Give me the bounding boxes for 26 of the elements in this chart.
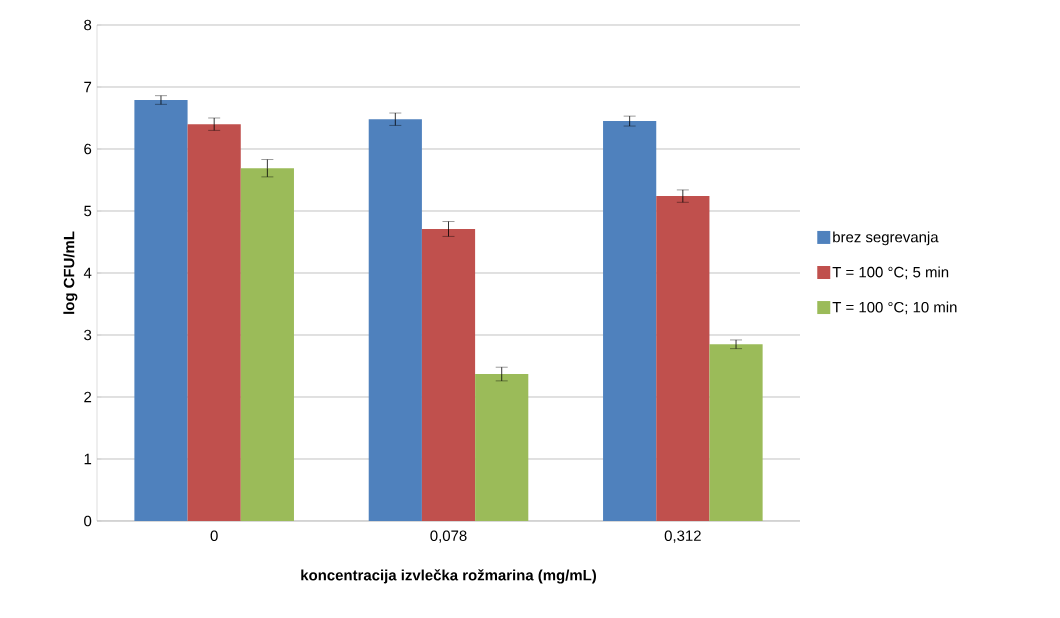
bar xyxy=(421,228,476,521)
bar xyxy=(187,124,241,521)
bar xyxy=(709,344,763,521)
y-tick-label: 1 xyxy=(84,453,92,465)
bar xyxy=(656,196,710,521)
y-tick-label: 4 xyxy=(83,267,92,279)
y-tick-label: 2 xyxy=(84,391,92,403)
y-axis-title: log CFU/mL xyxy=(63,231,78,314)
bar xyxy=(134,100,188,521)
y-tick-label: 5 xyxy=(84,205,92,217)
bar xyxy=(368,119,422,521)
y-tick-label: 8 xyxy=(84,19,92,31)
y-tick-label: 7 xyxy=(84,81,92,93)
x-tick-label: 0,078 xyxy=(430,530,467,543)
x-tick-label: 0,312 xyxy=(664,530,701,543)
bar xyxy=(475,374,529,521)
y-tick-label: 6 xyxy=(84,143,92,155)
y-tick-label: 3 xyxy=(84,329,92,341)
bar xyxy=(603,121,657,521)
legend-label: T = 100 °C; 5 min xyxy=(832,266,949,280)
legend-label: brez segrevanja xyxy=(833,231,939,246)
legend-label: T = 100 °C; 10 min xyxy=(832,301,957,315)
x-tick-label: 0 xyxy=(210,530,218,541)
bar xyxy=(240,168,294,521)
y-tick-label: 0 xyxy=(84,515,92,527)
x-axis-title: koncentracija izvlečka rožmarina (mg/mL) xyxy=(301,569,596,584)
